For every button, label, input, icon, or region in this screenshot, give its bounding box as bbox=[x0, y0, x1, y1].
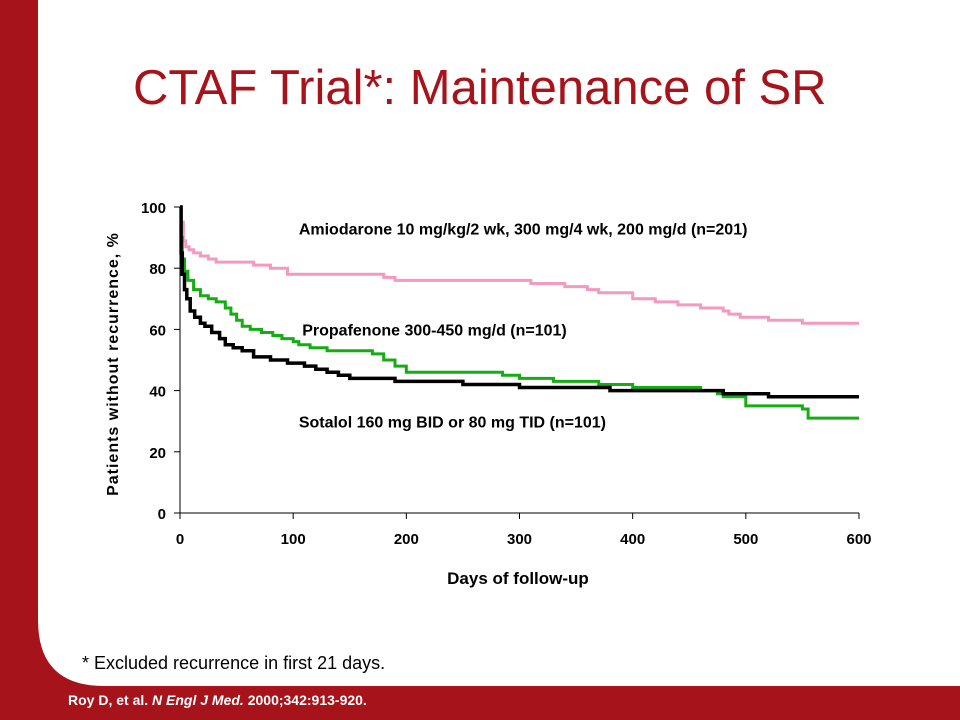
citation-authors: Roy D, et al. bbox=[68, 692, 153, 708]
series-label-1: Amiodarone 10 mg/kg/2 wk, 300 mg/4 wk, 2… bbox=[299, 222, 748, 239]
citation: Roy D, et al. N Engl J Med. 2000;342:913… bbox=[68, 692, 367, 708]
x-axis-label: Days of follow-up bbox=[447, 569, 589, 588]
x-tick-label: 100 bbox=[281, 531, 306, 548]
footnote: * Excluded recurrence in first 21 days. bbox=[82, 653, 386, 673]
x-tick-label: 0 bbox=[176, 531, 184, 548]
bottom-citation-bar bbox=[0, 686, 960, 720]
series-label-3: Sotalol 160 mg BID or 80 mg TID (n=101) bbox=[299, 414, 606, 431]
y-tick-label: 60 bbox=[149, 322, 166, 339]
series-label-2: Propafenone 300-450 mg/d (n=101) bbox=[302, 323, 567, 340]
citation-journal: N Engl J Med. bbox=[152, 692, 244, 708]
x-tick-label: 300 bbox=[507, 531, 532, 548]
y-axis-label: Patients without recurrence, % bbox=[105, 232, 122, 496]
series-line-3 bbox=[179, 205, 859, 399]
y-tick-label: 100 bbox=[141, 200, 166, 217]
frame-corner-curve bbox=[38, 620, 104, 686]
y-tick-label: 80 bbox=[149, 261, 166, 278]
annotation-layer: Amiodarone 10 mg/kg/2 wk, 300 mg/4 wk, 2… bbox=[299, 222, 748, 432]
x-tick-label: 200 bbox=[394, 531, 419, 548]
series-layer bbox=[179, 205, 859, 420]
x-tick-label: 600 bbox=[846, 531, 871, 548]
y-tick-label: 40 bbox=[149, 384, 166, 401]
x-tick-label: 500 bbox=[733, 531, 758, 548]
x-tick-label: 400 bbox=[620, 531, 645, 548]
y-tick-label: 20 bbox=[149, 445, 166, 462]
chart-axes: 0 20 40 60 80 100 0 100 200 300 400 500 600 bbox=[141, 200, 872, 548]
citation-details: 2000;342:913-920. bbox=[243, 692, 367, 708]
slide-title: CTAF Trial*: Maintenance of SR bbox=[133, 61, 827, 115]
y-tick-label: 0 bbox=[158, 506, 166, 523]
left-brand-band bbox=[0, 0, 38, 686]
series-line-1 bbox=[179, 205, 859, 325]
